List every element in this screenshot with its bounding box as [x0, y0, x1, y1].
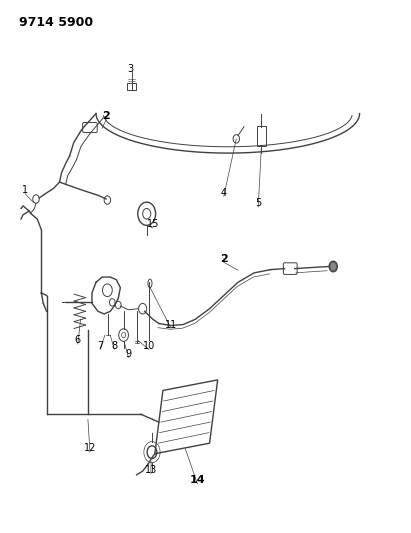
- Text: 14: 14: [189, 475, 205, 485]
- Text: 2: 2: [102, 111, 110, 121]
- Text: 4: 4: [221, 188, 227, 198]
- Text: 12: 12: [84, 443, 96, 454]
- Text: 11: 11: [165, 319, 177, 329]
- Text: 5: 5: [255, 198, 261, 208]
- Text: 15: 15: [147, 219, 159, 229]
- Text: 9: 9: [125, 349, 132, 359]
- Text: 6: 6: [75, 335, 81, 345]
- Text: 13: 13: [145, 465, 157, 474]
- Circle shape: [330, 262, 337, 271]
- Text: 7: 7: [97, 341, 103, 351]
- Text: 9714 5900: 9714 5900: [19, 16, 93, 29]
- Text: 3: 3: [127, 64, 134, 74]
- Text: 8: 8: [111, 341, 117, 351]
- Text: 2: 2: [220, 254, 228, 264]
- Text: 10: 10: [143, 341, 155, 351]
- Text: 1: 1: [22, 185, 28, 195]
